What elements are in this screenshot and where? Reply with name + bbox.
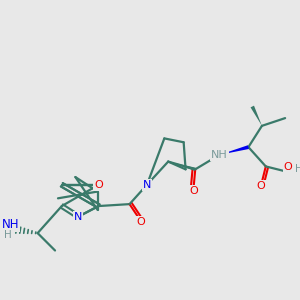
Text: NH: NH (2, 218, 19, 231)
Polygon shape (168, 162, 196, 171)
Text: O: O (94, 180, 103, 190)
Text: N: N (74, 212, 82, 222)
Text: H: H (4, 230, 12, 240)
Text: NH: NH (211, 150, 228, 160)
Text: O: O (137, 217, 146, 226)
Text: O: O (189, 186, 198, 196)
Text: O: O (284, 162, 292, 172)
Polygon shape (250, 106, 262, 126)
Text: N: N (143, 180, 151, 190)
Text: H: H (295, 164, 300, 174)
Text: O: O (256, 181, 265, 191)
Polygon shape (219, 145, 249, 155)
